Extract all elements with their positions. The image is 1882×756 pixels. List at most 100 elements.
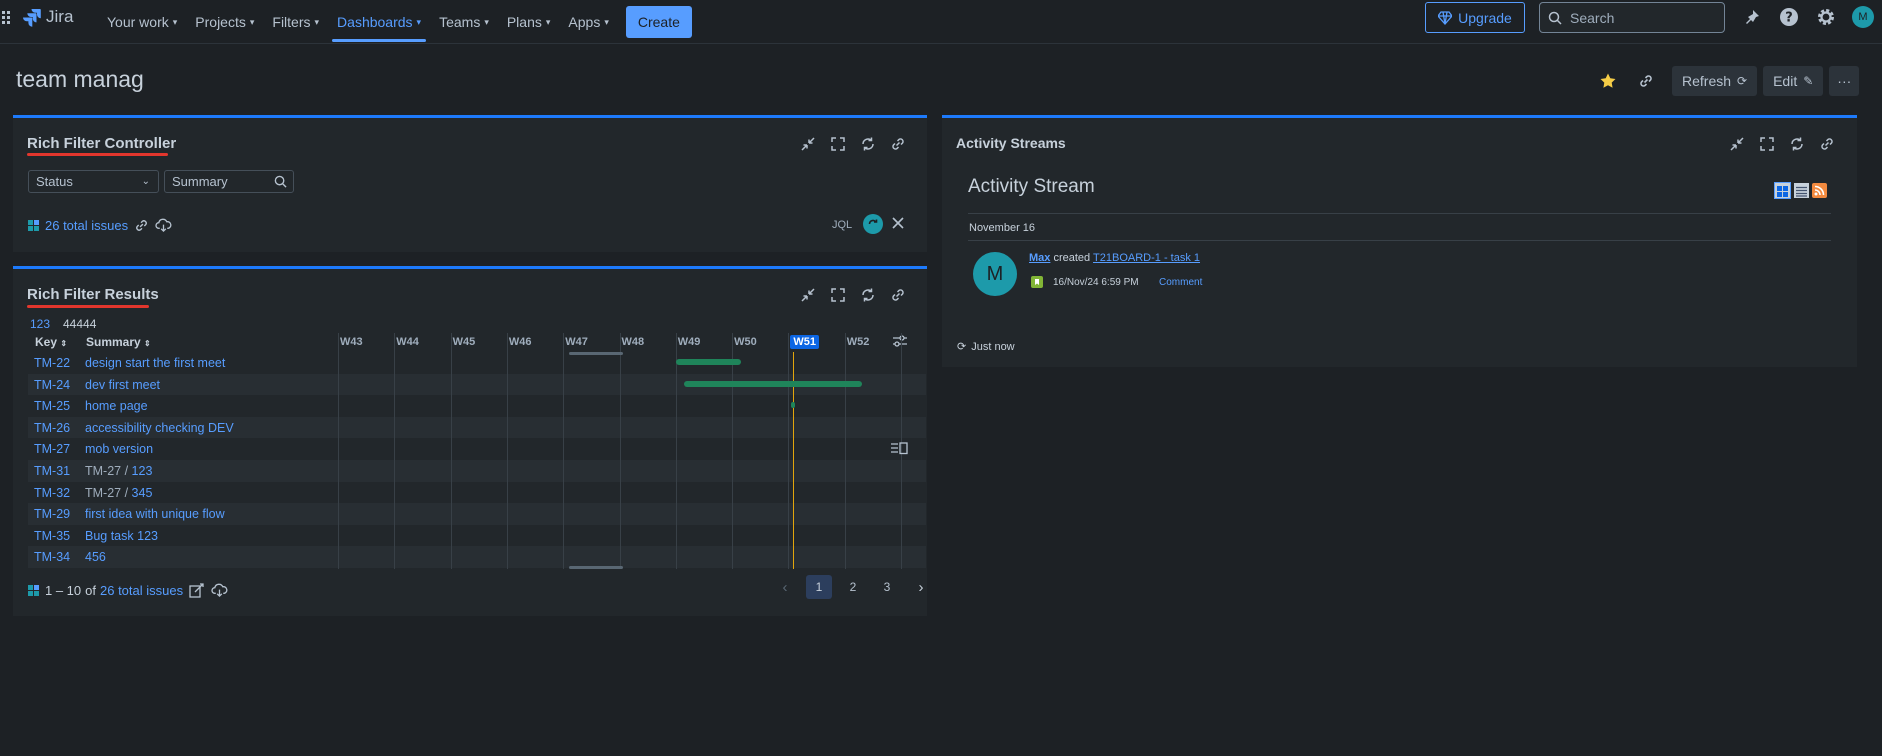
gantt-settings-icon[interactable] [892, 334, 908, 351]
minimize-icon[interactable] [798, 285, 818, 305]
link-icon[interactable] [134, 218, 149, 233]
table-row[interactable]: TM-27 mob version [28, 438, 926, 460]
create-button[interactable]: Create [625, 6, 692, 38]
parent-issue[interactable]: TM-27 / [85, 485, 132, 500]
minimize-icon[interactable] [798, 134, 818, 154]
tab-44444[interactable]: 44444 [63, 317, 97, 331]
maximize-icon[interactable] [1757, 134, 1777, 154]
link-icon[interactable] [888, 285, 908, 305]
upgrade-button[interactable]: Upgrade [1425, 2, 1525, 33]
issue-key-link[interactable]: TM-32 [34, 485, 71, 500]
jql-toggle[interactable]: JQL [832, 219, 853, 231]
tab-123[interactable]: 123 [30, 317, 51, 331]
user-avatar[interactable]: M [1852, 6, 1874, 28]
issue-key-link[interactable]: TM-22 [34, 356, 71, 370]
edit-export-icon[interactable] [189, 583, 205, 598]
nav-projects[interactable]: Projects ▾ [186, 0, 263, 44]
activity-avatar[interactable]: M [973, 252, 1017, 296]
refresh-icon[interactable] [858, 134, 878, 154]
issue-summary-text[interactable]: 345 [131, 485, 153, 500]
table-row[interactable]: TM-32 TM-27 / 345 [28, 482, 926, 504]
nav-apps[interactable]: Apps ▾ [559, 0, 617, 44]
issue-summary[interactable]: 456 [85, 550, 106, 564]
table-row[interactable]: TM-29 first idea with unique flow [28, 503, 926, 525]
page-1-button[interactable]: 1 [806, 575, 832, 599]
total-issues-link[interactable]: 26 total issues [100, 583, 184, 598]
star-icon[interactable] [1592, 66, 1624, 96]
link-icon[interactable] [1817, 134, 1837, 154]
total-issues-link[interactable]: 26 total issues [45, 218, 129, 233]
table-row[interactable]: TM-34 456 [28, 546, 926, 568]
parent-issue[interactable]: TM-27 / [85, 464, 132, 478]
minimize-icon[interactable] [1727, 134, 1747, 154]
nav-teams[interactable]: Teams ▾ [430, 0, 498, 44]
col-key-header[interactable]: Key ⇕ [35, 335, 67, 353]
gantt-toggle-panel-icon[interactable] [890, 442, 908, 458]
gantt-scrollbar-bottom[interactable] [569, 566, 623, 569]
issue-summary[interactable]: Bug task 123 [85, 529, 158, 543]
maximize-icon[interactable] [828, 285, 848, 305]
search-box[interactable] [1539, 2, 1725, 33]
more-actions-button[interactable]: ··· [1829, 66, 1860, 96]
jql-refresh-icon[interactable] [863, 214, 883, 234]
clear-close-icon[interactable] [891, 216, 907, 232]
issue-summary[interactable]: first idea with unique flow [85, 507, 225, 521]
issue-summary-text[interactable]: 123 [131, 464, 153, 478]
gantt-scrollbar-top[interactable] [569, 352, 623, 355]
cloud-download-icon[interactable] [211, 583, 228, 598]
issue-summary-text[interactable]: dev first meet [85, 377, 161, 392]
status-filter-select[interactable]: Status ⌄ [28, 170, 159, 193]
issue-key-link[interactable]: TM-27 [34, 442, 71, 457]
edit-button[interactable]: Edit ✎ [1763, 66, 1824, 96]
issue-key-link[interactable]: TM-24 [34, 377, 71, 392]
cloud-download-icon[interactable] [155, 218, 172, 233]
issue-key-link[interactable]: TM-34 [34, 550, 71, 565]
table-row[interactable]: TM-22 design start the first meet [28, 352, 926, 374]
table-row[interactable]: TM-24 dev first meet [28, 373, 926, 396]
maximize-icon[interactable] [828, 134, 848, 154]
search-input[interactable] [1570, 9, 1710, 26]
issue-summary-text[interactable]: mob version [85, 442, 154, 457]
issue-summary[interactable]: design start the first meet [85, 356, 225, 370]
issue-summary[interactable]: TM-27 / 345 [85, 486, 152, 500]
issue-summary-text[interactable]: accessibility checking DEV [85, 420, 234, 435]
help-icon[interactable]: ? [1777, 5, 1801, 29]
issue-summary-text[interactable]: design start the first meet [85, 356, 226, 370]
nav-filters[interactable]: Filters ▾ [263, 0, 328, 44]
page-3-button[interactable]: 3 [883, 580, 891, 594]
copy-link-icon[interactable] [1630, 66, 1662, 96]
page-2-button[interactable]: 2 [849, 580, 857, 594]
refresh-icon[interactable] [1787, 134, 1807, 154]
nav-dashboards[interactable]: Dashboards ▾ [328, 0, 430, 44]
issue-key-link[interactable]: TM-29 [34, 507, 71, 522]
issue-summary[interactable]: mob version [85, 442, 153, 456]
notifications-icon[interactable] [1740, 5, 1764, 29]
summary-filter-input[interactable]: Summary [164, 170, 294, 193]
refresh-button[interactable]: Refresh ⟳ [1672, 66, 1758, 96]
table-row[interactable]: TM-35 Bug task 123 [28, 525, 926, 547]
issue-summary-text[interactable]: Bug task 123 [85, 528, 158, 543]
issue-summary-text[interactable]: 456 [85, 550, 106, 565]
table-row[interactable]: TM-31 TM-27 / 123 [28, 460, 926, 482]
issue-summary[interactable]: dev first meet [85, 378, 160, 392]
issue-summary[interactable]: TM-27 / 123 [85, 464, 152, 478]
issue-key-link[interactable]: TM-26 [34, 420, 71, 435]
issue-summary-text[interactable]: first idea with unique flow [85, 507, 225, 522]
issue-summary[interactable]: accessibility checking DEV [85, 421, 234, 435]
nav-plans[interactable]: Plans ▾ [498, 0, 560, 44]
list-view-icon[interactable] [1794, 183, 1809, 198]
rss-feed-icon[interactable] [1812, 183, 1827, 198]
full-view-icon[interactable] [1774, 182, 1791, 199]
issue-key-link[interactable]: TM-31 [34, 464, 71, 478]
activity-issue-link[interactable]: T21BOARD-1 - task 1 [1093, 252, 1201, 264]
jira-logo[interactable]: Jira [22, 7, 73, 27]
nav-your-work[interactable]: Your work ▾ [98, 0, 186, 44]
link-icon[interactable] [888, 134, 908, 154]
settings-gear-icon[interactable] [1814, 5, 1838, 29]
next-page-icon[interactable]: › [918, 578, 924, 596]
refresh-icon[interactable] [858, 285, 878, 305]
table-row[interactable]: TM-25 home page [28, 395, 926, 417]
issue-key-link[interactable]: TM-25 [34, 399, 71, 414]
activity-user-link[interactable]: Max [1029, 252, 1051, 264]
table-row[interactable]: TM-26 accessibility checking DEV [28, 416, 926, 439]
